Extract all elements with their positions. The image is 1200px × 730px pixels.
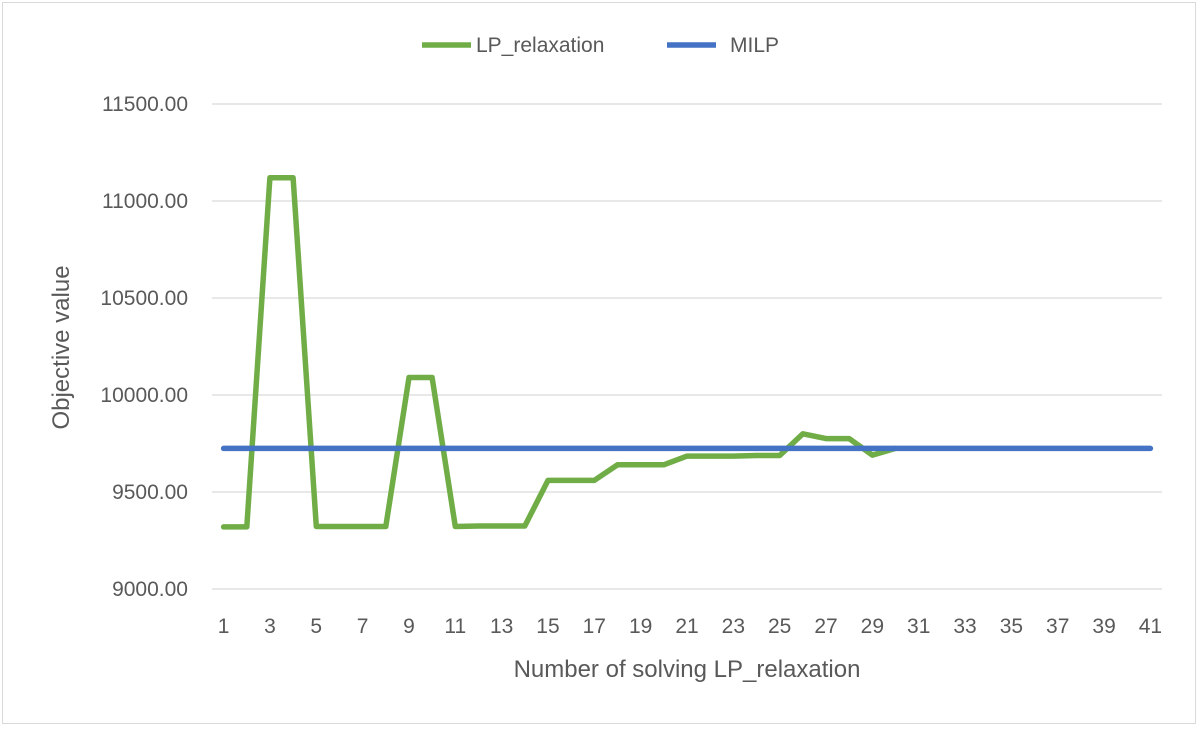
x-tick-label: 7	[357, 615, 369, 638]
x-tick-label: 25	[768, 615, 791, 638]
x-tick-label: 27	[814, 615, 837, 638]
y-axis-title: Objective value	[48, 265, 75, 429]
legend-label-lp-relaxation: LP_relaxation	[476, 34, 604, 57]
x-tick-label: 23	[722, 615, 745, 638]
y-tick-label: 11000.00	[102, 190, 188, 213]
x-tick-label: 17	[583, 615, 606, 638]
x-axis-tick-labels: 1 3 5 7 9 11 13 15 17 19 21 23 25 27 29 31 33 35 37 39 41	[218, 615, 1162, 638]
legend: LP_relaxation MILP	[422, 34, 779, 57]
x-tick-label: 31	[907, 615, 930, 638]
x-tick-label: 19	[629, 615, 652, 638]
x-tick-label: 21	[675, 615, 698, 638]
y-tick-label: 11500.00	[102, 93, 188, 116]
legend-label-milp: MILP	[730, 34, 779, 57]
series-lines	[220, 174, 1154, 530]
x-axis-title: Number of solving LP_relaxation	[514, 656, 861, 683]
y-tick-label: 10500.00	[100, 287, 188, 310]
x-tick-label: 9	[403, 615, 415, 638]
x-tick-label: 15	[536, 615, 559, 638]
x-tick-label: 1	[218, 615, 230, 638]
x-tick-label: 13	[490, 615, 513, 638]
y-tick-label: 9500.00	[112, 481, 188, 504]
y-tick-label: 9000.00	[112, 578, 188, 601]
x-tick-label: 39	[1092, 615, 1115, 638]
x-tick-label: 11	[444, 615, 466, 638]
x-tick-label: 5	[310, 615, 322, 638]
x-tick-label: 41	[1139, 615, 1162, 638]
x-tick-label: 3	[264, 615, 276, 638]
x-tick-label: 33	[953, 615, 976, 638]
line-chart: 9000.009500.0010000.0010500.0011000.0011…	[48, 34, 1162, 683]
x-tick-label: 29	[861, 615, 884, 638]
gridlines	[212, 103, 1162, 493]
x-tick-label: 37	[1046, 615, 1069, 638]
series-line-lp-relaxation	[220, 174, 899, 530]
x-tick-label: 35	[1000, 615, 1023, 638]
y-axis-tick-labels: 9000.00 9500.00 10000.00 10500.00 11000.00 11…	[100, 93, 188, 601]
y-tick-label: 10000.00	[100, 384, 188, 407]
